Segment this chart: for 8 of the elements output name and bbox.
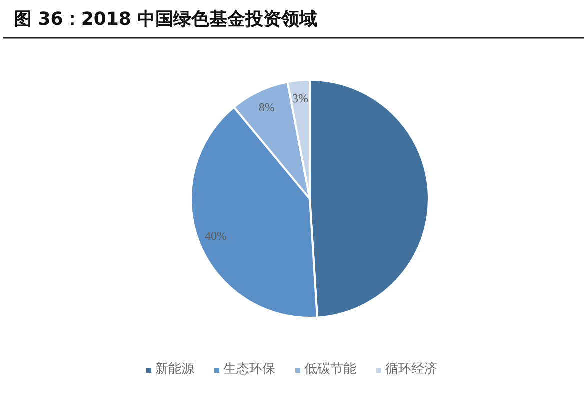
chart-title: 图 36：2018 中国绿色基金投资领域 xyxy=(14,9,318,30)
legend-label: 新能源 xyxy=(156,362,194,377)
data-label: 8% xyxy=(258,100,275,114)
legend-label: 循环经济 xyxy=(386,362,438,377)
data-label: 40% xyxy=(204,229,227,244)
legend-label: 低碳节能 xyxy=(304,362,356,377)
legend-label: 生态环保 xyxy=(224,362,276,377)
data-label: 3% xyxy=(292,91,308,106)
